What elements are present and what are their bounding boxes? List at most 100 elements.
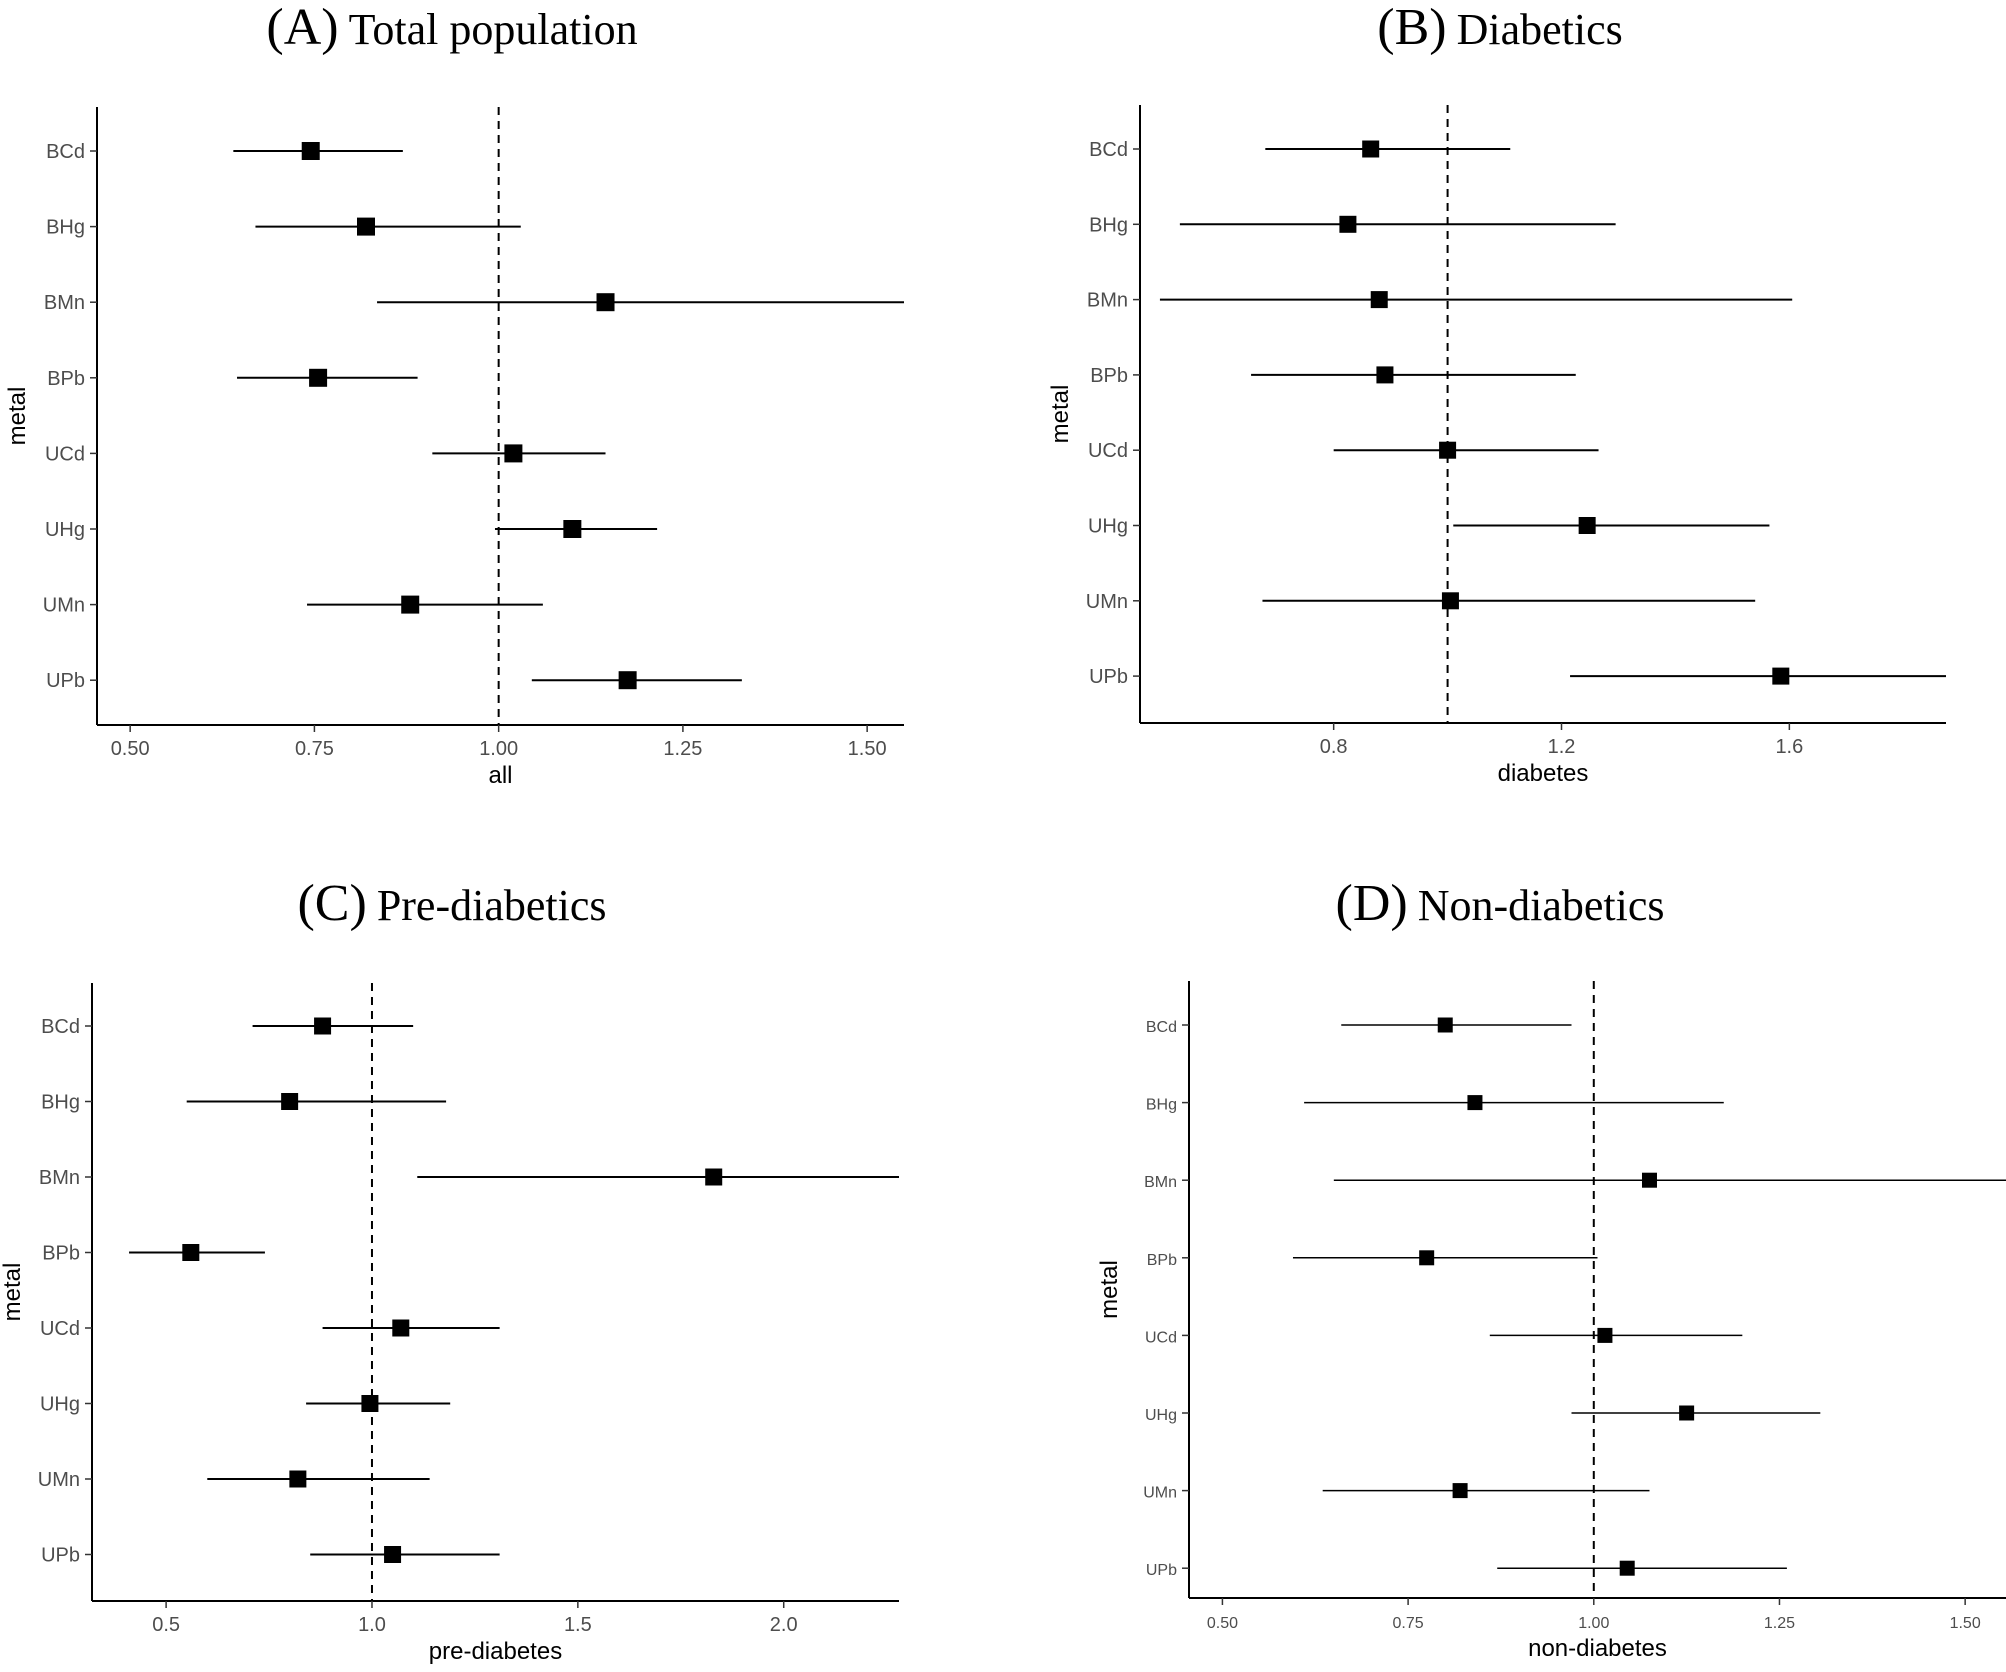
y-tick-label: UMn xyxy=(1086,591,1128,613)
panel-letter: (A) xyxy=(266,0,338,56)
y-tick-label: BCd xyxy=(1089,139,1128,161)
estimate-marker-bcd xyxy=(1362,140,1380,158)
y-tick-label: BMn xyxy=(1087,290,1128,312)
y-tick-label: UCd xyxy=(40,1318,80,1340)
x-tick-label: 1.2 xyxy=(1548,736,1576,758)
estimate-marker-bpb xyxy=(1419,1250,1435,1266)
x-tick-label: 0.75 xyxy=(295,738,334,760)
panel-title: (C) Pre-diabetics xyxy=(297,875,606,932)
estimate-marker-bhg xyxy=(281,1093,299,1110)
panel-name: Diabetics xyxy=(1457,5,1623,54)
x-tick-label: 0.75 xyxy=(1393,1615,1424,1632)
y-tick-label: UCd xyxy=(45,443,85,465)
y-tick-label: UPb xyxy=(46,670,85,692)
panel-title: (A) Total population xyxy=(266,0,637,56)
estimate-marker-bcd xyxy=(314,1017,332,1035)
y-tick-label: UHg xyxy=(1145,1407,1177,1424)
x-tick-label: 0.50 xyxy=(111,738,150,760)
y-tick-label: BHg xyxy=(41,1092,80,1114)
y-tick-label: BMn xyxy=(39,1167,80,1189)
estimate-marker-bmn xyxy=(1641,1172,1657,1188)
y-tick-label: UCd xyxy=(1145,1329,1177,1346)
estimate-marker-umn xyxy=(1452,1483,1468,1499)
estimate-marker-bcd xyxy=(301,142,320,160)
y-tick-label: BCd xyxy=(41,1016,80,1038)
y-tick-label: UCd xyxy=(1088,440,1128,462)
y-tick-label: UHg xyxy=(1088,516,1128,538)
x-axis-label: non-diabetes xyxy=(1528,1635,1667,1662)
estimate-marker-ucd xyxy=(1597,1327,1613,1343)
x-tick-label: 1.00 xyxy=(479,738,518,760)
y-tick-label: UMn xyxy=(38,1469,80,1491)
estimate-marker-bcd xyxy=(1437,1017,1453,1033)
estimate-marker-ucd xyxy=(1439,441,1457,459)
x-tick-label: 0.8 xyxy=(1320,736,1348,758)
x-tick-label: 1.50 xyxy=(848,738,887,760)
y-axis-label: metal xyxy=(4,387,31,446)
y-tick-label: UHg xyxy=(45,519,85,541)
panel-d: (D) Non-diabetics 0.50 0.75 1.00 1.25 1.50 non-… xyxy=(1096,875,2006,1662)
estimate-marker-bhg xyxy=(1339,215,1357,233)
x-axis-label: all xyxy=(488,762,512,789)
y-tick-label: UMn xyxy=(43,595,85,617)
estimate-marker-upb xyxy=(618,671,637,690)
y-tick-label: UPb xyxy=(1089,666,1128,688)
panel-c: (C) Pre-diabetics 0.5 1.0 1.5 2.0 pre-diabetes… xyxy=(0,875,899,1665)
panel-a: (A) Total population 0.50 0.75 1.00 1.25 1.50 a… xyxy=(4,0,904,789)
estimate-marker-bhg xyxy=(1467,1095,1483,1111)
x-tick-label: 1.0 xyxy=(358,1614,386,1636)
y-axis-label: metal xyxy=(1047,385,1074,444)
panel-name: Total population xyxy=(349,5,638,54)
estimate-marker-bmn xyxy=(596,293,615,312)
y-tick-label: BHg xyxy=(1146,1097,1177,1114)
panel-letter: (D) xyxy=(1336,875,1408,932)
estimate-marker-uhg xyxy=(361,1395,379,1412)
y-axis-label: metal xyxy=(0,1263,26,1322)
y-tick-label: UHg xyxy=(40,1394,80,1416)
estimate-marker-bpb xyxy=(1376,366,1394,384)
estimate-marker-umn xyxy=(1441,592,1459,610)
y-tick-label: BPb xyxy=(1090,365,1128,387)
panel-title: (D) Non-diabetics xyxy=(1336,875,1665,932)
y-tick-label: BHg xyxy=(1089,214,1128,236)
y-tick-label: BPb xyxy=(1147,1252,1177,1269)
y-axis-label: metal xyxy=(1096,1260,1123,1319)
x-tick-label: 1.25 xyxy=(1764,1615,1795,1632)
y-tick-label: BCd xyxy=(46,141,85,163)
y-tick-label: UMn xyxy=(1143,1485,1177,1502)
estimate-marker-upb xyxy=(1619,1560,1635,1576)
estimate-marker-uhg xyxy=(563,520,582,538)
y-tick-label: BCd xyxy=(1146,1019,1177,1036)
estimate-marker-bmn xyxy=(1370,291,1388,309)
y-tick-label: BMn xyxy=(44,292,85,314)
estimate-marker-umn xyxy=(401,595,420,614)
panel-title: (B) Diabetics xyxy=(1377,0,1623,56)
estimate-marker-bmn xyxy=(705,1168,723,1186)
estimate-marker-ucd xyxy=(392,1319,410,1337)
panel-b: (B) Diabetics 0.8 1.2 1.6 diabetes metal BCd BHg… xyxy=(1047,0,1946,787)
y-tick-label: UPb xyxy=(1146,1562,1177,1579)
x-tick-label: 1.00 xyxy=(1578,1615,1609,1632)
estimate-marker-uhg xyxy=(1578,517,1596,534)
x-tick-label: 0.50 xyxy=(1207,1615,1238,1632)
estimate-marker-uhg xyxy=(1679,1405,1695,1421)
panel-name: Pre-diabetics xyxy=(377,881,607,930)
estimate-marker-bpb xyxy=(182,1244,200,1261)
x-tick-label: 1.6 xyxy=(1775,736,1803,758)
estimate-marker-bpb xyxy=(309,368,328,387)
estimate-marker-upb xyxy=(384,1546,402,1563)
y-tick-label: BPb xyxy=(42,1243,80,1265)
estimate-marker-upb xyxy=(1772,667,1790,685)
x-tick-label: 2.0 xyxy=(770,1614,798,1636)
y-tick-label: BHg xyxy=(46,217,85,239)
estimate-marker-umn xyxy=(289,1470,307,1488)
y-tick-label: BMn xyxy=(1144,1174,1177,1191)
x-tick-label: 0.5 xyxy=(152,1614,180,1636)
estimate-marker-ucd xyxy=(504,444,523,463)
panel-letter: (B) xyxy=(1377,0,1446,56)
x-axis-label: diabetes xyxy=(1498,760,1589,787)
x-tick-label: 1.5 xyxy=(564,1614,592,1636)
panel-name: Non-diabetics xyxy=(1418,881,1665,930)
x-tick-label: 1.50 xyxy=(1950,1615,1981,1632)
